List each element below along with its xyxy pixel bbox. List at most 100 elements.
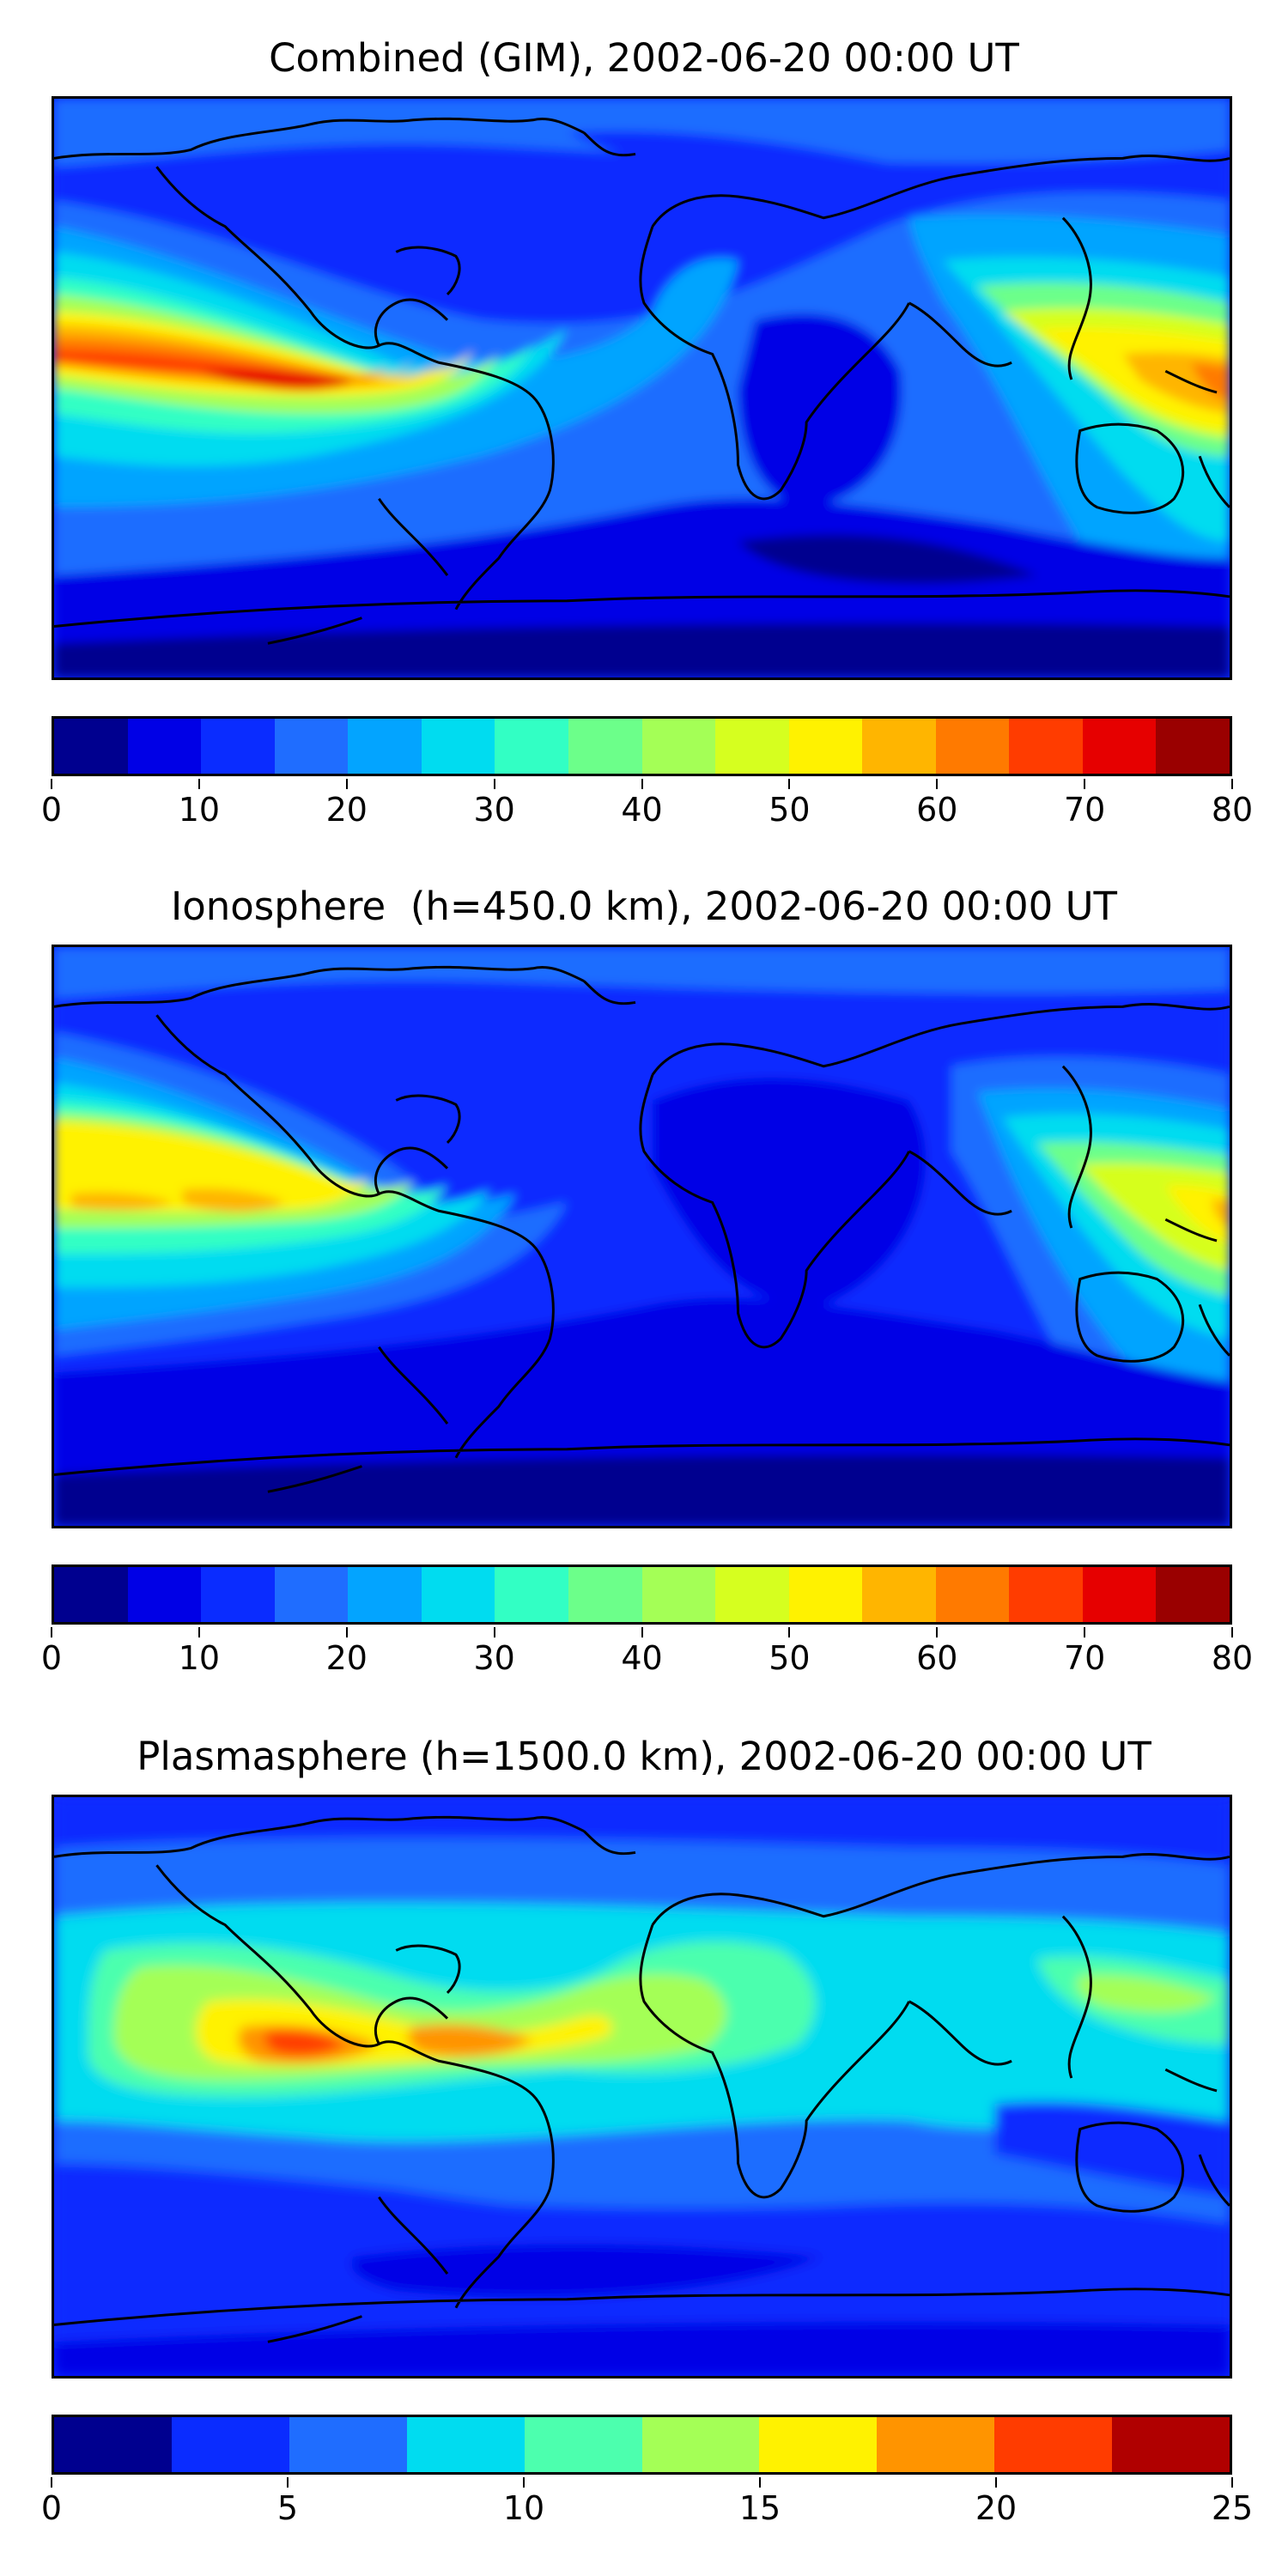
colorbar-segment: [862, 719, 936, 774]
colorbar-segment: [289, 2417, 407, 2472]
colorbar-tick-mark: [995, 2477, 997, 2488]
colorbar-segment: [935, 719, 1010, 774]
map-combined: [52, 96, 1232, 680]
colorbar-segment: [1156, 1567, 1230, 1622]
colorbar-segment: [641, 719, 716, 774]
colorbar-tick-label: 60: [916, 1639, 958, 1677]
colorbar-tick-mark: [788, 1627, 791, 1637]
colorbar-tick-label: 30: [473, 1639, 515, 1677]
colorbar-segment: [348, 719, 422, 774]
colorbar-tick-label: 0: [40, 1639, 63, 1677]
colorbar-tick-label: 50: [769, 791, 811, 829]
colorbar-tick-label: 60: [916, 791, 958, 829]
colorbar-tick-mark: [493, 1627, 495, 1637]
colorbar-combined: [52, 716, 1232, 776]
colorbar-tick-mark: [51, 2477, 52, 2488]
colorbar-segment: [715, 719, 789, 774]
map-plasmasphere: [52, 1795, 1232, 2379]
colorbar-segment: [788, 719, 863, 774]
colorbar-segment: [127, 1567, 202, 1622]
colorbar-segment: [201, 719, 275, 774]
colorbar-combined-ticks: 0 10 20 30 40 50 60 70 80: [41, 779, 1253, 830]
colorbar-tick-mark: [641, 1627, 643, 1637]
colorbar-tick-mark: [1231, 779, 1233, 789]
colorbar-tick-label: 80: [1211, 791, 1254, 829]
panel-title-ionosphere: Ionosphere (h=450.0 km), 2002-06-20 00:0…: [170, 884, 1118, 929]
coastlines: [54, 965, 1230, 1493]
colorbar-tick-label: 10: [178, 791, 221, 829]
colorbar-tick-mark: [493, 779, 495, 789]
colorbar-tick-label: 70: [1063, 1639, 1106, 1677]
map-ionosphere-svg: [54, 947, 1230, 1526]
colorbar-tick-mark: [51, 1627, 52, 1637]
colorbar-segment: [568, 1567, 642, 1622]
panel-title-plasmasphere: Plasmasphere (h=1500.0 km), 2002-06-20 0…: [137, 1734, 1151, 1779]
colorbar-segment: [495, 719, 568, 774]
colorbar-segment: [348, 1567, 422, 1622]
colorbar-plasmasphere: [52, 2415, 1232, 2475]
colorbar-tick-mark: [51, 779, 52, 789]
colorbar-tick-mark: [641, 779, 643, 789]
colorbar-segment: [877, 2417, 995, 2472]
coastlines: [54, 1815, 1230, 2343]
colorbar-tick-label: 5: [276, 2489, 299, 2527]
colorbar-tick-mark: [936, 779, 939, 789]
colorbar-tick-mark: [345, 779, 348, 789]
colorbar-segment: [641, 1567, 716, 1622]
colorbar-tick-mark: [345, 1627, 348, 1637]
colorbar-tick-label: 20: [325, 1639, 368, 1677]
colorbar-tick-label: 50: [769, 1639, 811, 1677]
colorbar-tick-label: 25: [1211, 2489, 1254, 2527]
colorbar-segment: [1082, 719, 1157, 774]
colorbar-tick-mark: [936, 1627, 939, 1637]
colorbar-tick-mark: [759, 2477, 761, 2488]
colorbar-tick-mark: [197, 779, 200, 789]
colorbar-segment: [54, 2417, 172, 2472]
colorbar-segment: [201, 1567, 275, 1622]
colorbar-segment: [1112, 2417, 1230, 2472]
colorbar-segment: [495, 1567, 568, 1622]
colorbar-tick-mark: [197, 1627, 200, 1637]
colorbar-segment: [1082, 1567, 1157, 1622]
colorbar-segment: [862, 1567, 936, 1622]
colorbar-tick-label: 10: [178, 1639, 221, 1677]
colorbar-segment: [759, 2417, 878, 2472]
colorbar-tick-label: 0: [40, 2489, 63, 2527]
colorbar-segment: [935, 1567, 1010, 1622]
colorbar-segment: [274, 1567, 349, 1622]
colorbar-tick-label: 20: [325, 791, 368, 829]
map-ionosphere: [52, 945, 1232, 1528]
colorbar-segment: [524, 2417, 642, 2472]
colorbar-tick-mark: [788, 779, 791, 789]
colorbar-tick-label: 10: [502, 2489, 545, 2527]
map-combined-svg: [54, 99, 1230, 677]
colorbar-segment: [54, 1567, 128, 1622]
colorbar-tick-mark: [523, 2477, 525, 2488]
colorbar-segment: [274, 719, 349, 774]
colorbar-tick-label: 15: [738, 2489, 781, 2527]
colorbar-tick-label: 80: [1211, 1639, 1254, 1677]
colorbar-tick-label: 70: [1063, 791, 1106, 829]
colorbar-tick-label: 40: [621, 1639, 663, 1677]
colorbar-tick-label: 20: [975, 2489, 1018, 2527]
colorbar-segment: [1156, 719, 1230, 774]
colorbar-segment: [421, 719, 495, 774]
colorbar-tick-mark: [1231, 1627, 1233, 1637]
colorbar-tick-label: 40: [621, 791, 663, 829]
colorbar-segment: [788, 1567, 863, 1622]
colorbar-tick-mark: [287, 2477, 289, 2488]
coastlines: [54, 117, 1230, 645]
colorbar-plasmasphere-ticks: 0 5 10 15 20 25: [41, 2477, 1253, 2529]
colorbar-segment: [568, 719, 642, 774]
colorbar-tick-mark: [1084, 779, 1086, 789]
colorbar-segment: [406, 2417, 525, 2472]
colorbar-segment: [127, 719, 202, 774]
colorbar-ionosphere-ticks: 0 10 20 30 40 50 60 70 80: [41, 1627, 1253, 1679]
colorbar-tick-mark: [1084, 1627, 1086, 1637]
colorbar-segment: [715, 1567, 789, 1622]
colorbar-segment: [421, 1567, 495, 1622]
colorbar-segment: [641, 2417, 760, 2472]
map-plasmasphere-svg: [54, 1797, 1230, 2376]
colorbar-tick-label: 0: [40, 791, 63, 829]
colorbar-segment: [1009, 719, 1083, 774]
